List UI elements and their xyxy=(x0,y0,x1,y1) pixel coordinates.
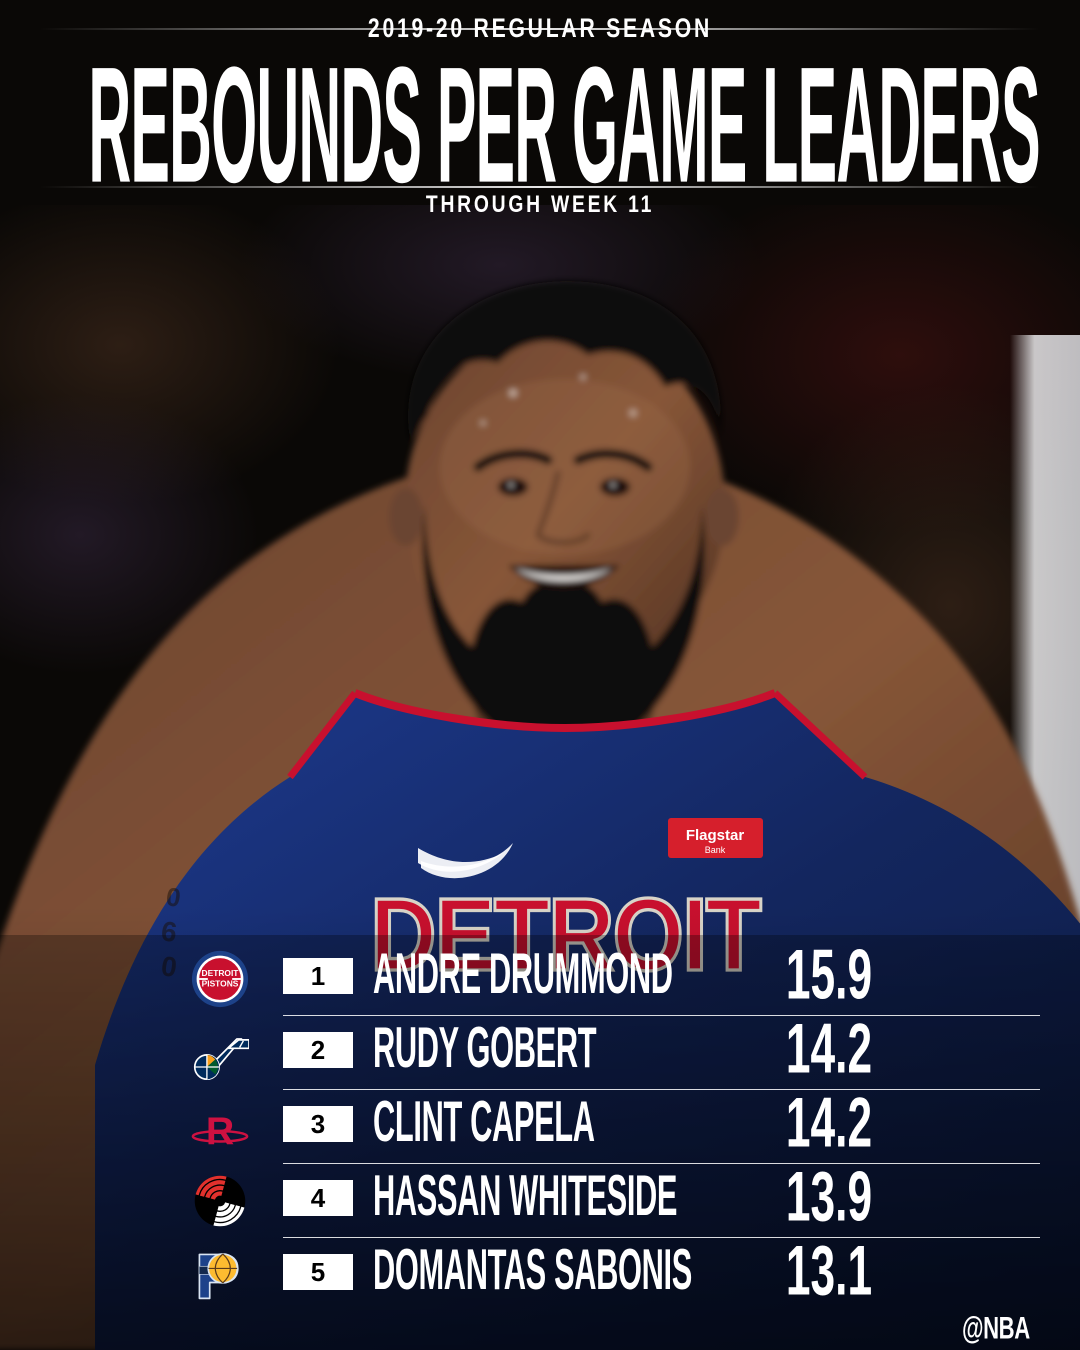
svg-text:DETROIT: DETROIT xyxy=(202,968,240,978)
svg-text:PISTONS: PISTONS xyxy=(202,978,239,988)
svg-text:Bank: Bank xyxy=(705,845,726,855)
svg-text:Flagstar: Flagstar xyxy=(686,827,745,844)
